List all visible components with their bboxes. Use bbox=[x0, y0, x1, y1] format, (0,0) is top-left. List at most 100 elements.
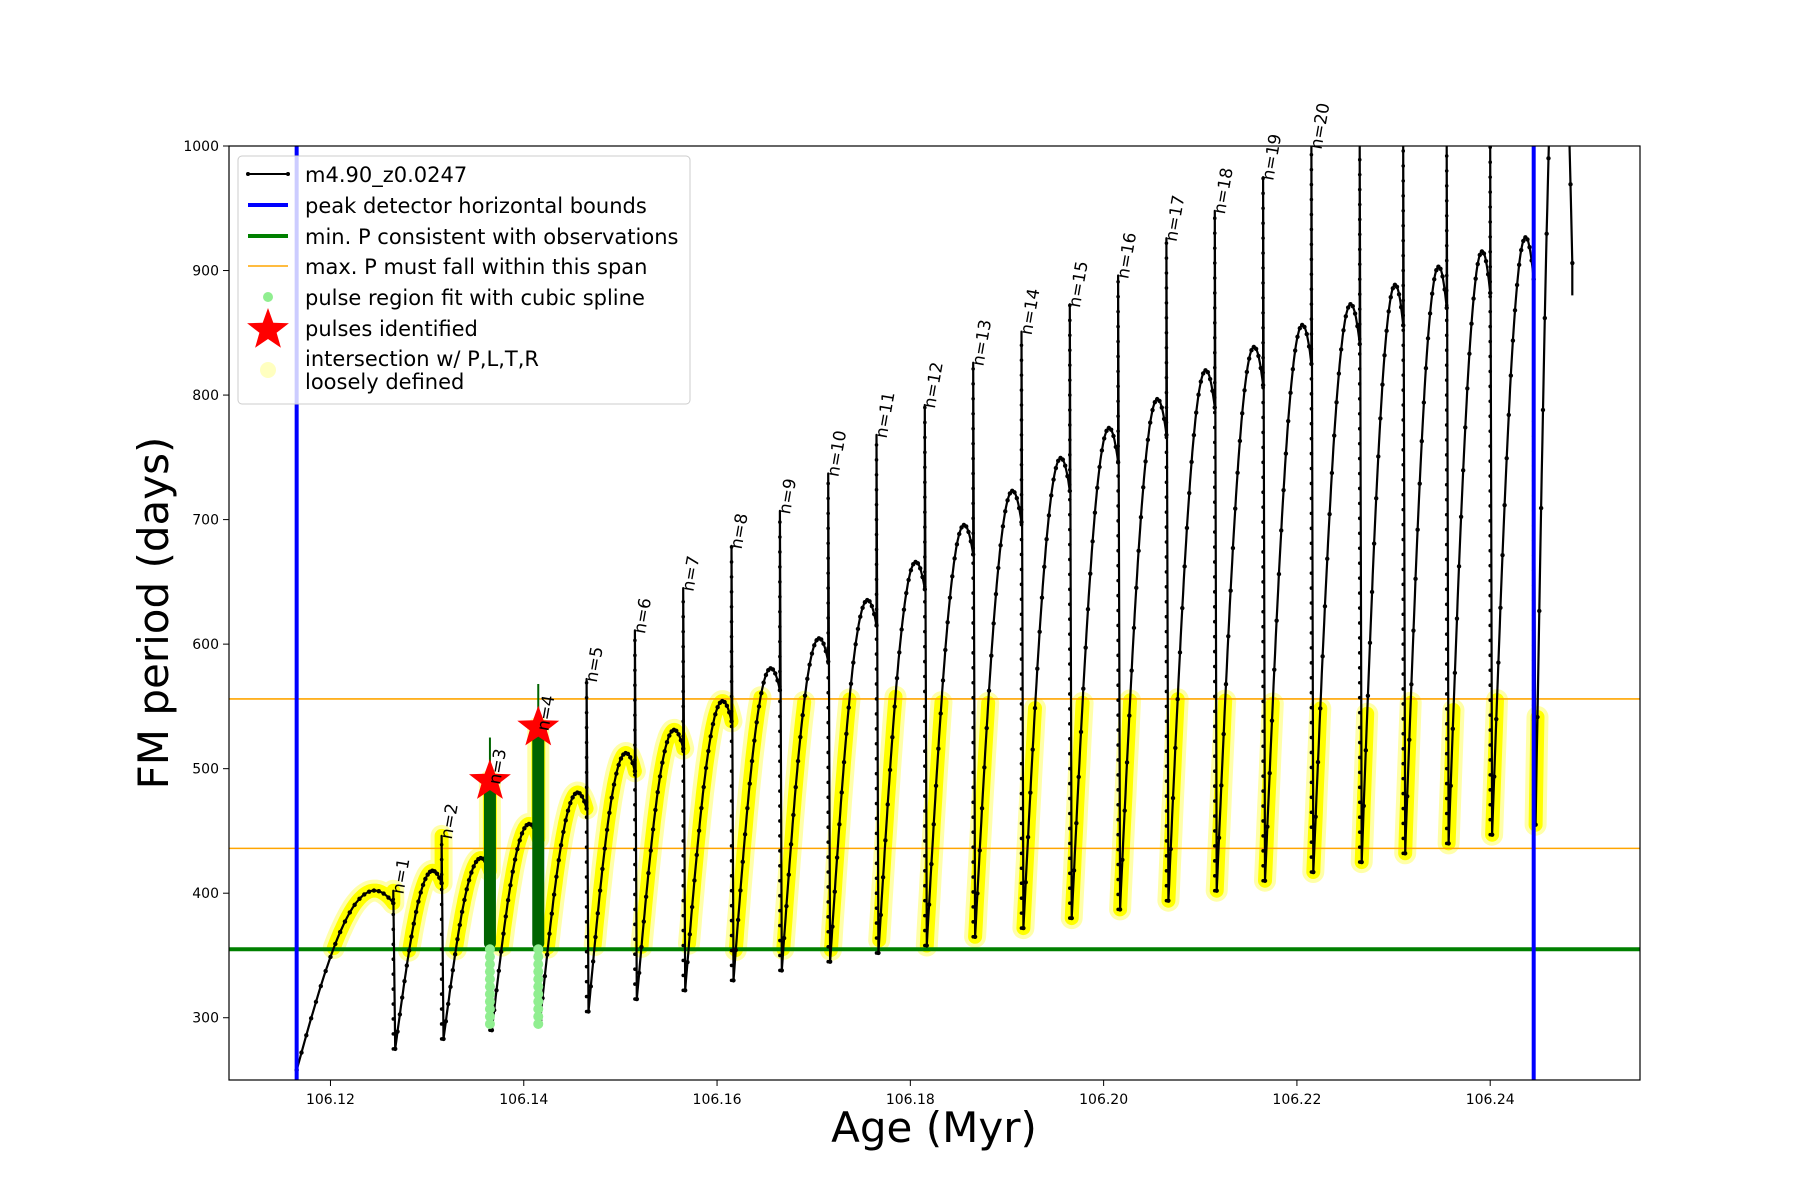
main-series-point bbox=[923, 614, 927, 619]
main-series-point bbox=[323, 968, 328, 974]
main-series-point bbox=[729, 545, 734, 549]
main-series-point bbox=[628, 755, 633, 760]
main-series-point bbox=[1212, 410, 1217, 415]
main-series-point bbox=[874, 577, 879, 582]
main-series-point bbox=[1444, 213, 1449, 218]
main-series-point bbox=[522, 826, 527, 831]
main-series-point bbox=[878, 912, 883, 918]
main-series-point bbox=[798, 734, 803, 740]
spline-fit-point bbox=[533, 1004, 544, 1015]
main-series-point bbox=[778, 714, 782, 719]
main-series-point bbox=[1401, 851, 1406, 856]
main-series-point bbox=[1477, 252, 1483, 258]
main-series-point bbox=[1019, 866, 1024, 871]
main-series-point bbox=[1164, 809, 1169, 813]
main-series-point bbox=[1261, 296, 1265, 300]
main-series-point bbox=[1261, 281, 1265, 285]
main-series-point bbox=[1230, 545, 1236, 551]
main-series-point bbox=[1302, 324, 1307, 330]
main-series-point bbox=[1469, 321, 1474, 326]
main-series-point bbox=[1374, 496, 1379, 501]
main-series-point bbox=[1444, 527, 1449, 532]
main-series-point bbox=[1444, 378, 1449, 382]
main-series-point bbox=[887, 767, 893, 773]
main-series-point bbox=[1164, 719, 1169, 724]
main-series-point bbox=[1401, 448, 1406, 452]
main-series-point bbox=[420, 882, 426, 888]
main-series-point bbox=[633, 802, 637, 807]
main-series-point bbox=[1309, 152, 1314, 157]
main-series-point bbox=[858, 614, 863, 619]
main-series-point bbox=[740, 859, 745, 865]
main-series-point bbox=[1309, 377, 1314, 381]
main-series-point bbox=[391, 1032, 396, 1036]
main-series-point bbox=[1261, 355, 1265, 360]
main-series-point bbox=[729, 948, 734, 953]
main-series-point bbox=[890, 735, 895, 740]
main-series-point bbox=[989, 653, 994, 658]
main-series-point bbox=[971, 890, 975, 894]
spline-fit-point bbox=[484, 944, 495, 955]
main-series-point bbox=[874, 592, 879, 597]
main-series-point bbox=[1527, 244, 1532, 250]
main-series-point bbox=[729, 933, 734, 938]
main-series-point bbox=[1116, 847, 1120, 852]
main-series-point bbox=[1164, 779, 1169, 783]
main-series-point bbox=[770, 667, 776, 672]
main-series-point bbox=[439, 992, 444, 996]
main-series-point bbox=[729, 814, 734, 818]
main-series-point bbox=[1157, 398, 1162, 404]
main-series-point bbox=[402, 979, 407, 984]
spline-fit-point bbox=[533, 974, 544, 985]
spline-fit-point bbox=[533, 989, 544, 1000]
main-series-point bbox=[923, 555, 927, 559]
main-series-point bbox=[1164, 480, 1169, 485]
main-series-point bbox=[1411, 628, 1416, 633]
main-series-point bbox=[830, 924, 835, 929]
main-series-point bbox=[1212, 530, 1217, 534]
main-series-point bbox=[724, 703, 730, 709]
main-series-point bbox=[1116, 743, 1120, 747]
main-series-point bbox=[1068, 901, 1072, 905]
main-series-point bbox=[1095, 485, 1100, 490]
main-series-point bbox=[1261, 206, 1265, 211]
main-series-point bbox=[1068, 647, 1072, 651]
main-series-point bbox=[1546, 156, 1551, 161]
main-series-point bbox=[923, 809, 927, 813]
main-series-point bbox=[1150, 407, 1155, 413]
main-series-point bbox=[565, 808, 571, 813]
main-series-point bbox=[1212, 873, 1217, 878]
main-series-point bbox=[439, 857, 444, 862]
main-series-point bbox=[826, 795, 830, 800]
main-series-point bbox=[1488, 339, 1493, 344]
main-series-point bbox=[778, 759, 782, 763]
main-series-point bbox=[1032, 705, 1038, 711]
main-series-point bbox=[602, 846, 607, 851]
main-series-point bbox=[391, 897, 396, 902]
main-series-point bbox=[1488, 354, 1493, 359]
main-series-point bbox=[1129, 668, 1134, 673]
main-series-point bbox=[826, 646, 830, 650]
main-series-point bbox=[1261, 684, 1265, 689]
main-series-point bbox=[667, 733, 672, 738]
main-series-point bbox=[1261, 370, 1265, 375]
main-series-point bbox=[1261, 819, 1265, 823]
main-series-point bbox=[1116, 414, 1120, 419]
main-series-point bbox=[1444, 632, 1449, 636]
main-series-point bbox=[971, 830, 975, 834]
main-series-point bbox=[1309, 406, 1314, 411]
main-series-point bbox=[1444, 184, 1449, 188]
main-series-point bbox=[1401, 313, 1406, 318]
main-series-point bbox=[681, 749, 686, 754]
main-series-point bbox=[729, 844, 734, 848]
main-series-point bbox=[1136, 548, 1141, 554]
main-series-point bbox=[1164, 644, 1169, 649]
main-series-point bbox=[1357, 367, 1362, 371]
main-series-point bbox=[681, 704, 686, 709]
main-series-point bbox=[778, 654, 782, 659]
main-series-point bbox=[1212, 709, 1217, 714]
main-series-point bbox=[826, 556, 830, 561]
main-series-point bbox=[1068, 587, 1072, 592]
main-series-point bbox=[633, 922, 637, 927]
main-series-point bbox=[778, 819, 782, 823]
